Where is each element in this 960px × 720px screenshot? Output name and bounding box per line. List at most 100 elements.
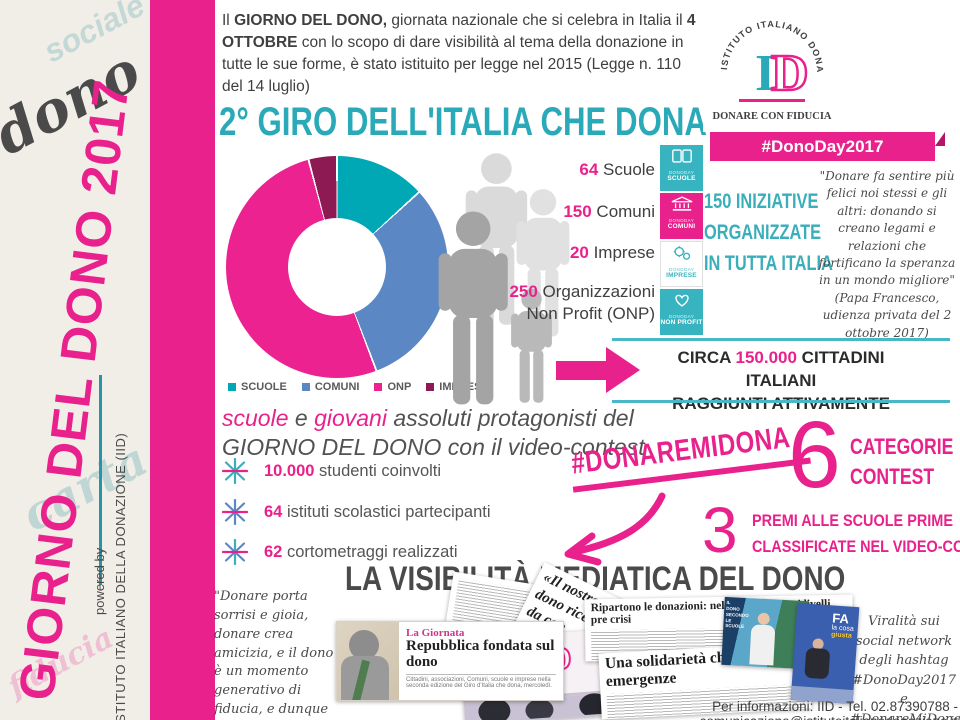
- badge-donoday-nonprofit: DONODAY NON PROFIT: [660, 289, 703, 335]
- logo-box: ISTITUTO ITALIANO DONAZIONE I D DONARE C…: [699, 0, 955, 132]
- curved-arrow-icon: [564, 492, 666, 566]
- tv-person-body: [749, 624, 776, 666]
- contest-label: CONTEST: [850, 464, 935, 489]
- badge-donoday-imprese: DONODAY IMPRESE: [660, 241, 703, 287]
- intro-text: con lo scopo di dare visibilità al tema …: [222, 34, 684, 95]
- school-stat-text: 62 cortometraggi realizzati: [264, 543, 458, 562]
- stat-value: 150: [563, 202, 592, 221]
- intro-bold: GIORNO DEL DONO,: [234, 12, 388, 29]
- prizes-line: PREMI ALLE SCUOLE PRIME: [752, 511, 953, 530]
- stat-value: 62: [264, 542, 283, 561]
- stat-label: studenti coinvolti: [314, 461, 442, 480]
- badge-label: COMUNI: [667, 223, 696, 230]
- svg-text:D: D: [771, 45, 809, 102]
- intro-paragraph: Il GIORNO DEL DONO, giornata nazionale c…: [222, 10, 704, 98]
- social-virality-note: Viralità sui social network degli hashta…: [850, 614, 960, 720]
- legend-item: COMUNI: [301, 381, 360, 393]
- stat-value: 20: [569, 243, 589, 262]
- tv-person-body: [804, 647, 831, 680]
- initiatives-callout: 150 INIZIATIVE ORGANIZZATE IN TUTTA ITAL…: [704, 186, 852, 279]
- school-stat-text: 10.000 studenti coinvolti: [264, 462, 441, 481]
- reach-text: CITTADINI ITALIANI: [745, 348, 885, 390]
- left-sidebar: dono sociale carta fiducia GIORNO DEL DO…: [0, 0, 150, 720]
- heading-text: GIORNO DEL DONO con il video-contest: [222, 434, 645, 461]
- heading-text: e: [288, 405, 315, 431]
- stat-label: istituti scolastici partecipanti: [282, 502, 491, 521]
- donoday-hashtag-banner: #DonoDay2017: [710, 132, 945, 161]
- organization-name-vertical: ISTITUTO ITALIANO DELLA DONAZIONE (IID): [113, 432, 128, 720]
- contest-label: CATEGORIE: [850, 434, 954, 459]
- school-stat-row: 64 istituti scolastici partecipanti: [222, 499, 491, 525]
- mattarella-quote: "Donare porta sorrisi e gioia, donare cr…: [214, 588, 336, 720]
- reach-number: 150.000: [735, 348, 797, 367]
- legend-swatch: [426, 383, 435, 391]
- school-stat-text: 64 istituti scolastici partecipanti: [264, 503, 491, 522]
- initiatives-line: ORGANIZZATE: [704, 221, 822, 244]
- stat-label: Scuole: [598, 160, 655, 179]
- legend-item: ONP: [374, 381, 411, 393]
- stat-label: Organizzazioni Non Profit (ONP): [526, 282, 655, 323]
- stat-label: cortometraggi realizzati: [282, 542, 458, 561]
- stat-value: 250: [509, 282, 538, 301]
- stat-value: 10.000: [264, 461, 315, 480]
- quote-text: "Donare fa sentire più felici noi stessi…: [818, 169, 956, 288]
- intro-bold: 4 OTTOBRE: [222, 12, 696, 51]
- reach-text: CIRCA: [677, 348, 736, 367]
- intro-text: Il: [222, 12, 235, 29]
- stat-scuole: 64 Scuole: [503, 160, 655, 180]
- badge-top: DONODAY: [668, 218, 695, 223]
- page-title: 2° GIRO DELL'ITALIA CHE DONA: [219, 100, 707, 144]
- stat-value: 64: [264, 502, 283, 521]
- clip-body: Cittadini, associazioni, Comuni, scuole …: [406, 673, 556, 689]
- gears-icon: [673, 246, 690, 260]
- prizes-labels: PREMI ALLE SCUOLE PRIME CLASSIFICATE NEL…: [752, 508, 960, 560]
- star-bullet-icon: [222, 458, 248, 484]
- badge-donoday-comuni: DONODAY COMUNI: [660, 193, 703, 239]
- tv-caption: IL DONO SECONDO LE SCUOLE: [725, 599, 749, 630]
- prizes-number-3: 3: [702, 494, 738, 566]
- badge-label: SCUOLE: [667, 175, 696, 182]
- donut-chart: [226, 156, 448, 378]
- contest-labels: CATEGORIE CONTEST: [850, 432, 953, 492]
- iid-logo: ISTITUTO ITALIANO DONAZIONE I D DONARE C…: [699, 0, 832, 122]
- badge-top: DONODAY: [668, 170, 695, 175]
- divider-line: [612, 338, 950, 341]
- stat-value: 64: [579, 160, 599, 179]
- clip-headline: Repubblica fondata sul dono: [406, 638, 555, 670]
- badge-top: DONODAY: [668, 314, 695, 319]
- stat-label: Comuni: [591, 202, 655, 221]
- pope-quote: "Donare fa sentire più felici noi stessi…: [816, 168, 958, 342]
- book-icon: [671, 149, 692, 163]
- badge-top: DONODAY: [668, 267, 695, 272]
- tv-person-head: [757, 612, 771, 626]
- arrow-icon: [606, 347, 640, 393]
- reach-callout: CIRCA 150.000 CITTADINI ITALIANI RAGGIUN…: [645, 347, 917, 416]
- legend-item: SCUOLE: [228, 381, 287, 393]
- legend-swatch: [301, 383, 310, 391]
- stat-imprese: 20 Imprese: [503, 243, 655, 263]
- heading-accent: scuole: [222, 405, 289, 431]
- donut-hole: [288, 218, 386, 316]
- stat-label: Imprese: [588, 243, 655, 262]
- tv-caption: giusta: [830, 631, 852, 640]
- arrow-icon: [556, 361, 606, 380]
- initiatives-line: IN TUTTA ITALIA: [704, 252, 833, 275]
- legend-label: COMUNI: [314, 381, 360, 393]
- heading-accent: giovani: [314, 405, 387, 431]
- divider-line: [99, 375, 102, 585]
- svg-text:I: I: [755, 45, 775, 102]
- legend-label: ONP: [387, 381, 412, 393]
- quote-attribution: (Papa Francesco, udienza privata del 2 o…: [822, 290, 952, 340]
- divider-line: [612, 400, 950, 403]
- schools-heading: scuole e giovani assoluti protagonisti d…: [222, 404, 645, 463]
- contest-number-6: 6: [788, 402, 841, 508]
- clip-photo: [337, 622, 399, 700]
- chart-legend: SCUOLE COMUNI ONP IMPRESE: [228, 381, 489, 393]
- initiatives-line: 150 INIZIATIVE: [704, 190, 819, 213]
- heart-icon: [674, 294, 689, 307]
- legend-swatch: [228, 383, 236, 391]
- badge-label: NON PROFIT: [660, 319, 703, 326]
- svg-text:DONARE CON FIDUCIA: DONARE CON FIDUCIA: [712, 111, 831, 122]
- municipality-icon: [671, 196, 692, 211]
